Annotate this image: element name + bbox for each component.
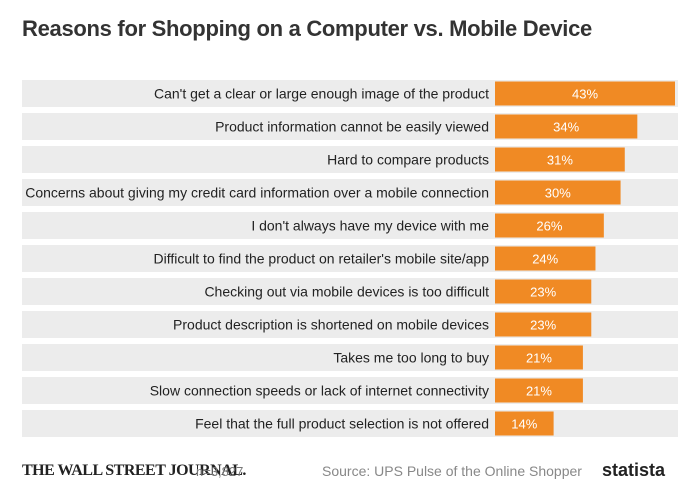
bar	[495, 246, 596, 271]
chart-title: Reasons for Shopping on a Computer vs. M…	[22, 16, 592, 41]
category-label: Slow connection speeds or lack of intern…	[150, 383, 489, 399]
category-label: Product description is shortened on mobi…	[173, 317, 489, 333]
bar	[495, 345, 583, 370]
category-label: Takes me too long to buy	[333, 350, 489, 366]
value-label: 31%	[547, 153, 573, 168]
category-label: Feel that the full product selection is …	[195, 416, 489, 432]
bar	[495, 180, 621, 205]
bar	[495, 147, 625, 172]
category-label: Product information cannot be easily vie…	[215, 119, 489, 135]
value-label: 24%	[532, 252, 558, 267]
sample-size: n=3,827	[196, 464, 244, 479]
value-label: 43%	[572, 87, 598, 102]
publisher-logo: THE WALL STREET JOURNAL.	[22, 462, 246, 479]
bar	[495, 81, 675, 106]
value-label: 30%	[545, 186, 571, 201]
bar	[495, 312, 592, 337]
value-label: 14%	[511, 417, 537, 432]
value-label: 21%	[526, 351, 552, 366]
source-note: Source: UPS Pulse of the Online Shopper	[322, 463, 582, 479]
category-label: Concerns about giving my credit card inf…	[25, 185, 489, 201]
bar	[495, 279, 592, 304]
category-label: I don't always have my device with me	[251, 218, 489, 234]
statista-logo: statista	[602, 460, 666, 480]
bar	[495, 114, 638, 139]
row-background	[22, 410, 678, 437]
bar	[495, 411, 554, 436]
value-label: 21%	[526, 384, 552, 399]
category-label: Checking out via mobile devices is too d…	[204, 284, 489, 300]
value-label: 34%	[553, 120, 579, 135]
bar	[495, 213, 604, 238]
value-label: 26%	[536, 219, 562, 234]
category-label: Can't get a clear or large enough image …	[154, 86, 489, 102]
category-label: Difficult to find the product on retaile…	[154, 251, 490, 267]
bar	[495, 378, 583, 403]
value-label: 23%	[530, 318, 556, 333]
category-label: Hard to compare products	[327, 152, 489, 168]
value-label: 23%	[530, 285, 556, 300]
